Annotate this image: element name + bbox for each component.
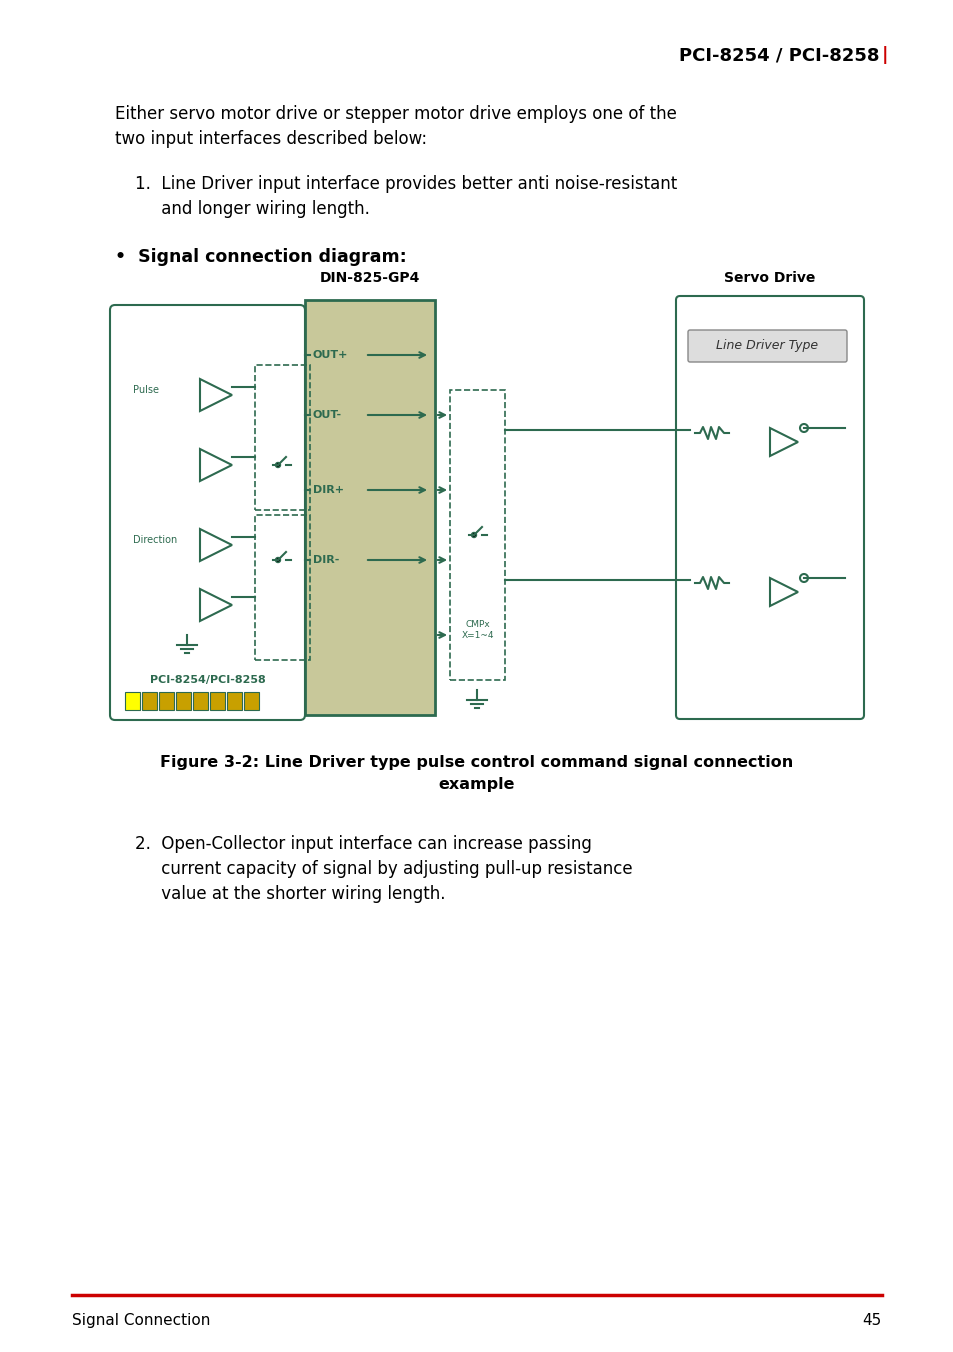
Bar: [193, 692, 208, 710]
Bar: [210, 692, 225, 710]
Text: PCI-8254/PCI-8258: PCI-8254/PCI-8258: [150, 675, 265, 685]
Text: Servo Drive: Servo Drive: [723, 270, 815, 285]
Text: Line Driver Type: Line Driver Type: [715, 339, 818, 353]
Polygon shape: [200, 589, 232, 621]
Text: Pulse: Pulse: [132, 385, 159, 395]
Polygon shape: [200, 529, 232, 561]
Polygon shape: [769, 429, 797, 456]
Text: DIR+: DIR+: [313, 485, 344, 495]
Text: OUT+: OUT+: [313, 350, 348, 360]
Circle shape: [471, 533, 476, 538]
Bar: [305, 300, 435, 715]
Text: |: |: [882, 46, 887, 64]
Text: Either servo motor drive or stepper motor drive employs one of the
two input int: Either servo motor drive or stepper moto…: [115, 105, 677, 147]
Text: 45: 45: [862, 1313, 882, 1328]
Text: DIN-825-GP4: DIN-825-GP4: [319, 270, 419, 285]
Text: OUT-: OUT-: [313, 410, 342, 420]
Text: CMPx
X=1~4: CMPx X=1~4: [460, 621, 494, 639]
Text: DIR-: DIR-: [313, 556, 339, 565]
Polygon shape: [200, 449, 232, 481]
Bar: [244, 692, 258, 710]
Polygon shape: [200, 379, 232, 411]
Text: 2.  Open-Collector input interface can increase passing
     current capacity of: 2. Open-Collector input interface can in…: [135, 836, 632, 903]
FancyBboxPatch shape: [687, 330, 846, 362]
Bar: [125, 692, 140, 710]
Text: PCI-8254 / PCI-8258: PCI-8254 / PCI-8258: [679, 46, 879, 64]
Circle shape: [800, 425, 807, 433]
Bar: [142, 692, 157, 710]
FancyBboxPatch shape: [676, 296, 863, 719]
Text: Figure 3-2: Line Driver type pulse control command signal connection
example: Figure 3-2: Line Driver type pulse contr…: [160, 754, 793, 792]
FancyBboxPatch shape: [110, 306, 305, 721]
Bar: [175, 692, 191, 710]
Bar: [227, 692, 242, 710]
Text: Direction: Direction: [132, 535, 177, 545]
Text: •  Signal connection diagram:: • Signal connection diagram:: [115, 247, 406, 266]
Polygon shape: [769, 579, 797, 606]
Text: 1.  Line Driver input interface provides better anti noise-resistant
     and lo: 1. Line Driver input interface provides …: [135, 174, 677, 218]
Circle shape: [275, 557, 280, 562]
Text: Signal Connection: Signal Connection: [71, 1313, 211, 1328]
Circle shape: [275, 462, 280, 468]
Circle shape: [800, 575, 807, 581]
Bar: [159, 692, 173, 710]
